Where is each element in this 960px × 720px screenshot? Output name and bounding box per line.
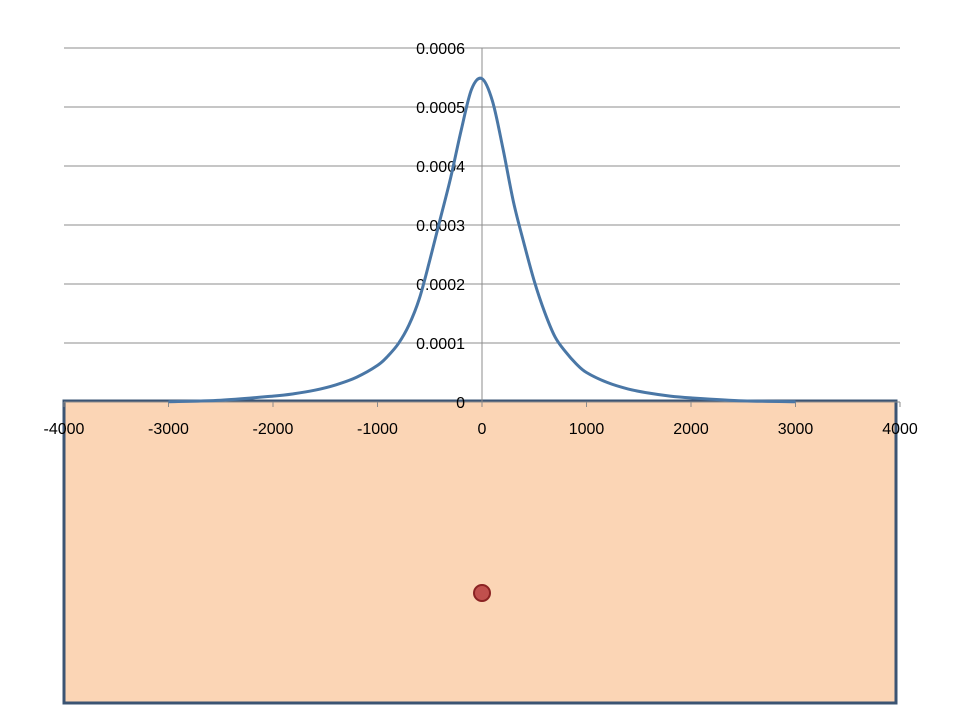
point-marker — [473, 584, 491, 602]
y-tick-label: 0.0001 — [416, 336, 465, 353]
x-tick-label: 4000 — [882, 421, 918, 438]
x-tick-label: 2000 — [673, 421, 709, 438]
x-tick-marks — [63, 402, 901, 407]
y-tick-label: 0.0003 — [416, 218, 465, 235]
y-tick-label: 0.0005 — [416, 100, 465, 117]
x-tick-labels: -4000 -3000 -2000 -1000 0 1000 2000 3000 4000 — [44, 421, 918, 438]
x-tick-label: -3000 — [148, 421, 189, 438]
y-tick-labels: 0 0.0001 0.0002 0.0003 0.0004 0.0005 0.0006 — [416, 41, 465, 412]
x-tick-label: -1000 — [357, 421, 398, 438]
x-tick-label: 0 — [478, 421, 487, 438]
y-tick-label: 0.0006 — [416, 41, 465, 58]
series-line — [168, 76, 796, 404]
y-tick-label: 0 — [456, 395, 465, 412]
x-tick-label: -2000 — [253, 421, 294, 438]
background-rectangle — [62, 399, 898, 705]
y-tick-label: 0.0002 — [416, 277, 465, 294]
y-tick-label: 0.0004 — [416, 159, 465, 176]
x-tick-label: 1000 — [569, 421, 605, 438]
x-tick-label: -4000 — [44, 421, 85, 438]
x-tick-label: 3000 — [778, 421, 814, 438]
